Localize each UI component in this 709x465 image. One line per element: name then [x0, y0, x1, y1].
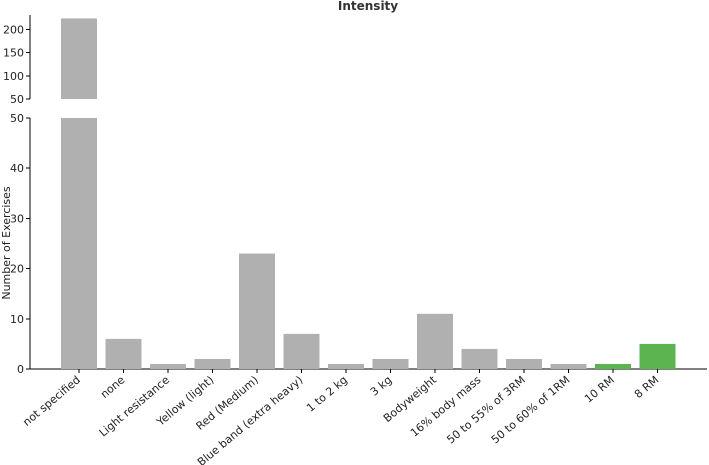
x-tick-label: 8 RM	[632, 373, 662, 401]
bar	[461, 348, 498, 369]
lower-y-tick-label: 0	[17, 363, 24, 376]
bars-group	[61, 18, 676, 369]
bar	[550, 363, 587, 369]
bar	[595, 363, 631, 369]
lower-axis-panel: 0 10 20 30 40 50	[10, 112, 707, 376]
x-tick-label: 50 to 60% of 1RM	[489, 373, 573, 446]
upper-y-tick-label: 200	[3, 24, 24, 37]
x-tick-label: not specified	[20, 373, 83, 428]
lower-y-tick-label: 40	[10, 162, 24, 175]
bar	[328, 363, 364, 369]
bar	[150, 363, 186, 369]
lower-y-tick-label: 10	[10, 313, 24, 326]
x-tick-label: 3 kg	[368, 373, 395, 398]
bar	[417, 313, 453, 369]
bar-upper-segment	[61, 18, 97, 99]
chart-title: Intensity	[338, 0, 398, 13]
lower-y-tick-label: 30	[10, 212, 24, 225]
y-axis-label: Number of Exercises	[0, 186, 13, 300]
lower-y-tick-label: 20	[10, 263, 24, 276]
upper-y-tick-label: 50	[10, 93, 24, 106]
bar	[61, 118, 97, 369]
x-tick-label: none	[98, 373, 128, 401]
bar	[506, 358, 542, 369]
bar	[239, 253, 275, 369]
upper-y-tick-label: 150	[3, 47, 24, 60]
x-tick-label: 50 to 55% of 3RM	[444, 373, 528, 446]
lower-y-tick-label: 50	[10, 112, 24, 125]
bar	[372, 358, 409, 369]
upper-axis-panel: 50 100 150 200	[3, 15, 31, 106]
upper-y-tick-label: 100	[3, 70, 24, 83]
bar	[639, 343, 676, 369]
bar	[194, 358, 231, 369]
bar	[105, 338, 142, 369]
x-tick-label: 10 RM	[582, 373, 617, 405]
bar	[283, 333, 320, 369]
x-tick-label: 1 to 2 kg	[304, 373, 350, 414]
